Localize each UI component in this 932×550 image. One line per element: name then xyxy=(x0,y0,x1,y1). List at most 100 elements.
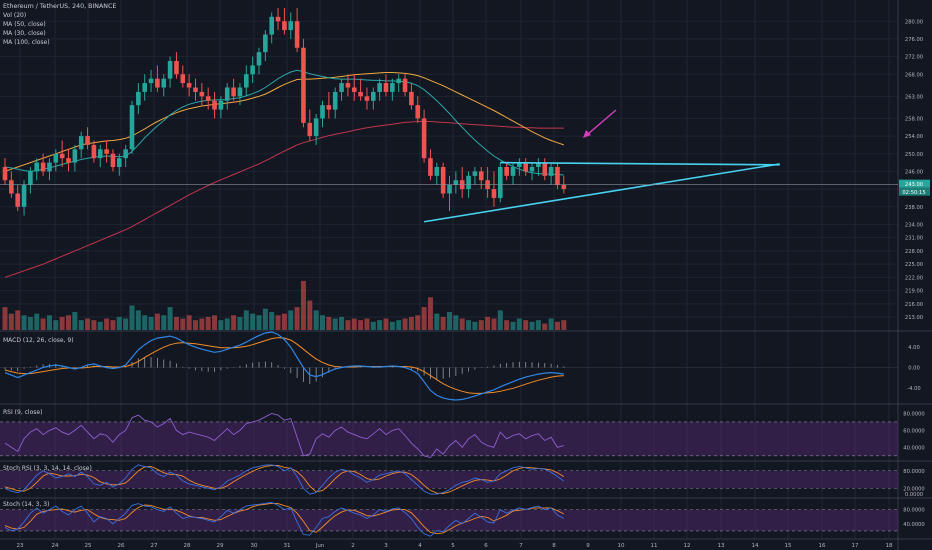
volume-bar xyxy=(281,313,287,330)
candle-body xyxy=(491,189,497,198)
volume-bar xyxy=(199,318,205,330)
volume-bar xyxy=(434,313,440,330)
volume-bar xyxy=(148,316,154,330)
volume-bar xyxy=(167,307,173,330)
countdown-badge-label: 02:50:15 xyxy=(902,190,925,196)
candle-body xyxy=(555,167,560,185)
volume-bar xyxy=(345,320,351,330)
macd-tick-label: 4.00 xyxy=(908,345,920,351)
candle-body xyxy=(34,162,40,172)
candle-body xyxy=(332,91,338,110)
candle-body xyxy=(390,83,395,92)
volume-bar xyxy=(523,320,529,330)
volume-bar xyxy=(307,300,313,330)
volume-bar xyxy=(415,315,421,330)
macd-tick-label: 0.00 xyxy=(908,366,920,372)
candle-body xyxy=(218,100,224,110)
candle-body xyxy=(91,144,97,159)
candle-body xyxy=(136,91,141,106)
macd-label: MACD (12, 26, close, 9) xyxy=(3,337,74,344)
volume-bar xyxy=(326,316,332,330)
volume-bar xyxy=(205,316,211,330)
candle-body xyxy=(104,149,109,154)
volume-bar xyxy=(72,312,78,330)
candle-body xyxy=(21,184,27,207)
legend-ma100: MA (100, close) xyxy=(3,39,50,46)
candle-body xyxy=(205,96,211,101)
x-tick-label: 3 xyxy=(384,543,388,549)
volume-bar xyxy=(408,316,414,330)
x-tick-label: 23 xyxy=(17,543,24,549)
volume-bar xyxy=(193,320,198,330)
candle-body xyxy=(142,83,147,92)
ma50-line xyxy=(4,72,564,172)
volume-bar xyxy=(427,297,433,330)
volume-bar xyxy=(300,280,306,330)
candle-body xyxy=(186,83,192,88)
volume-bar xyxy=(554,321,560,330)
candle-body xyxy=(428,158,433,176)
volume-bar xyxy=(243,310,249,330)
volume-bar xyxy=(40,318,46,330)
rsi-tick-label: 80.0000 xyxy=(903,411,924,417)
stoch-tick-label: 80.0000 xyxy=(903,508,924,514)
price-tick-label: 250.00 xyxy=(905,152,923,158)
volume-bar xyxy=(377,320,383,330)
price-tick-label: 231.00 xyxy=(905,236,923,242)
x-tick-label: 17 xyxy=(852,543,859,549)
stochrsi-tick-label: 0.0000 xyxy=(905,492,923,498)
x-tick-label: 30 xyxy=(251,543,258,549)
volume-bar xyxy=(313,310,319,330)
volume-bar xyxy=(161,315,167,330)
candle-body xyxy=(447,184,452,194)
volume-bar xyxy=(27,316,33,330)
volume-bar xyxy=(320,315,325,330)
volume-bar xyxy=(186,315,192,330)
volume-bar xyxy=(288,310,294,330)
x-tick-label: 4 xyxy=(418,543,422,549)
candle-body xyxy=(256,52,262,66)
countdown-badge xyxy=(899,187,930,196)
candle-body xyxy=(301,47,306,123)
stochrsi-tick-label: 80.0000 xyxy=(903,469,924,475)
volume-bar xyxy=(466,320,472,330)
candle-body xyxy=(358,91,363,97)
legend-ma50: MA (50, close) xyxy=(3,21,46,28)
candle-body xyxy=(78,136,84,150)
volume-bar xyxy=(104,318,110,330)
annotation-arrow xyxy=(587,109,617,135)
price-tick-label: 222.00 xyxy=(905,275,923,281)
price-tick-label: 276.00 xyxy=(905,37,923,43)
candle-body xyxy=(472,171,478,176)
candle-body xyxy=(326,105,332,110)
volume-bar xyxy=(256,315,262,330)
macd-tick-label: -4.00 xyxy=(907,386,920,392)
candle-body xyxy=(129,105,135,150)
price-tick-label: 246.00 xyxy=(905,169,923,175)
candle-body xyxy=(174,61,179,75)
stoch-d-line xyxy=(4,502,565,535)
candle-body xyxy=(110,153,116,167)
volume-bar xyxy=(472,321,478,330)
volume-bar xyxy=(440,316,446,330)
stoch-band xyxy=(0,509,898,531)
volume-bar xyxy=(504,320,510,330)
x-tick-label: Jun xyxy=(315,543,325,549)
trendline-resistance xyxy=(500,161,780,166)
candle-body xyxy=(9,180,14,194)
candle-body xyxy=(97,149,103,159)
volume-bar xyxy=(535,320,541,330)
candle-body xyxy=(529,167,535,172)
candle-body xyxy=(307,122,313,137)
candle-body xyxy=(117,158,122,167)
candle-body xyxy=(237,87,243,97)
candle-body xyxy=(377,83,382,92)
annotation-arrowhead xyxy=(583,130,591,138)
price-tick-label: 238.00 xyxy=(905,205,923,211)
volume-bar xyxy=(78,320,84,330)
candle-body xyxy=(371,91,376,101)
volume-bar xyxy=(396,320,402,330)
candle-body xyxy=(72,149,78,163)
